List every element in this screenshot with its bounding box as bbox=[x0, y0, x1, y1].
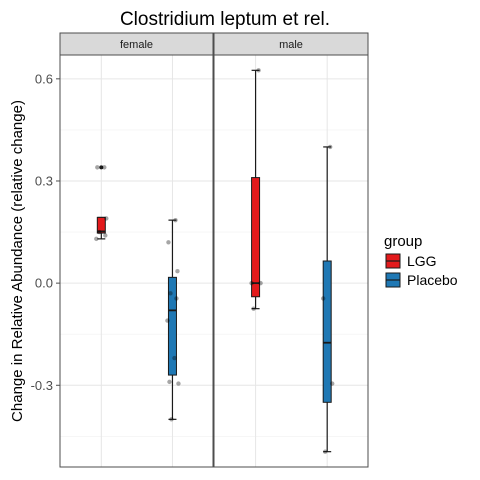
y-axis-title: Change in Relative Abundance (relative c… bbox=[9, 100, 26, 422]
legend: group LGG Placebo bbox=[384, 233, 458, 288]
panel-background bbox=[214, 55, 368, 467]
data-point bbox=[168, 291, 173, 296]
data-point bbox=[167, 379, 172, 385]
data-point bbox=[97, 229, 102, 235]
data-point bbox=[327, 144, 333, 150]
data-point bbox=[176, 381, 181, 386]
data-point bbox=[165, 318, 170, 323]
data-point bbox=[249, 280, 254, 286]
legend-item-placebo: Placebo bbox=[385, 272, 458, 288]
facet-panel-male: male bbox=[213, 32, 369, 468]
data-point bbox=[175, 269, 180, 274]
y-tick-label: 0.0 bbox=[35, 276, 53, 291]
chart-title: Clostridium leptum et rel. bbox=[120, 9, 330, 30]
data-point bbox=[258, 280, 263, 286]
data-point bbox=[251, 306, 256, 311]
box-iqr bbox=[251, 177, 261, 298]
facet-panel-female: female bbox=[59, 32, 214, 468]
data-point bbox=[173, 217, 178, 223]
data-point bbox=[102, 165, 107, 170]
facet-strip-label: male bbox=[279, 39, 303, 51]
facet-panels: female male bbox=[59, 32, 369, 468]
y-tick-label: 0.6 bbox=[35, 71, 53, 86]
panel-background bbox=[60, 55, 213, 467]
facet-strip-label: female bbox=[120, 39, 153, 51]
data-point bbox=[329, 381, 335, 386]
panel-border bbox=[213, 54, 369, 468]
outlier-point bbox=[99, 165, 104, 170]
legend-title: group bbox=[384, 233, 422, 250]
data-point bbox=[166, 240, 171, 245]
legend-label: LGG bbox=[407, 253, 437, 269]
box-iqr bbox=[322, 260, 332, 403]
box-female-placebo bbox=[165, 217, 181, 422]
box-iqr bbox=[96, 216, 106, 234]
box-male-lgg bbox=[249, 68, 263, 311]
data-point bbox=[256, 68, 261, 73]
box-iqr bbox=[167, 276, 177, 376]
data-point bbox=[174, 296, 179, 301]
box-female-lgg bbox=[94, 165, 109, 242]
y-tick-label: 0.3 bbox=[35, 173, 53, 188]
data-point bbox=[322, 449, 328, 454]
data-point bbox=[94, 236, 99, 242]
data-point bbox=[169, 417, 174, 422]
legend-label: Placebo bbox=[407, 272, 458, 288]
data-point bbox=[320, 296, 326, 301]
y-axis-ticks: 0.6 0.3 0.0 -0.3 bbox=[31, 71, 60, 393]
data-point bbox=[172, 355, 177, 361]
data-point bbox=[104, 216, 109, 221]
data-point bbox=[95, 165, 100, 170]
box-male-placebo bbox=[320, 144, 335, 454]
panel-border bbox=[59, 54, 214, 468]
y-tick-label: -0.3 bbox=[31, 378, 53, 393]
data-point bbox=[103, 233, 108, 238]
legend-item-lgg: LGG bbox=[385, 253, 437, 269]
